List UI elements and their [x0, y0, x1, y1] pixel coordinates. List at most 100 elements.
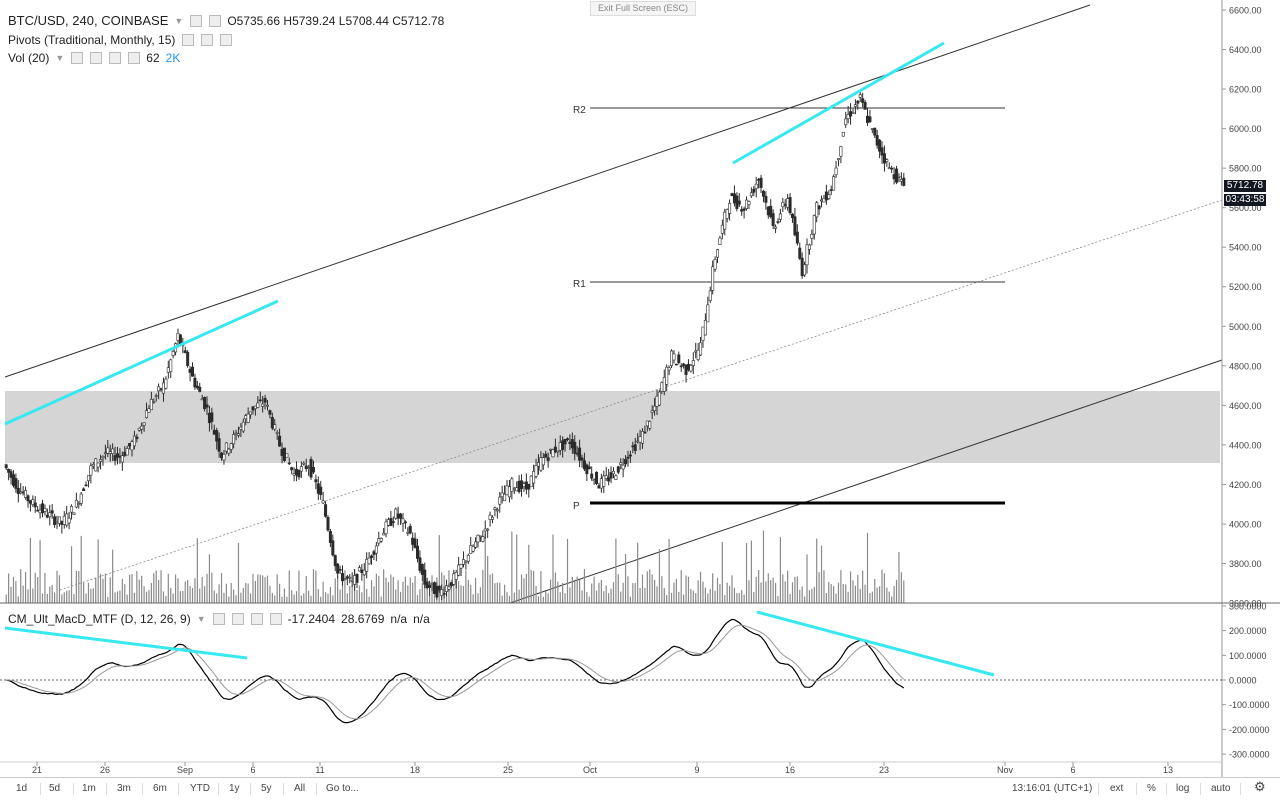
volume-bar [840, 570, 842, 603]
add-icon[interactable] [109, 52, 122, 64]
range-ytd[interactable]: YTD [190, 783, 210, 794]
macd-axis[interactable]: 300.0000 200.0000 100.0000 0.0000 -100.0000 -… [1222, 601, 1270, 760]
range-1d[interactable]: 1d [16, 783, 28, 794]
volume-bar [866, 532, 869, 603]
settings-icon[interactable] [209, 14, 222, 27]
toggle-auto[interactable]: auto [1211, 783, 1231, 794]
volume-bar [816, 538, 818, 603]
volume-bar [78, 571, 80, 603]
chevron-down-icon[interactable]: ▼ [55, 53, 65, 63]
close-icon[interactable] [269, 613, 282, 625]
macd-pane[interactable] [0, 604, 1222, 776]
candle-body [205, 404, 209, 408]
range-all[interactable]: All [294, 783, 306, 794]
candle-body [227, 448, 231, 454]
volume-bar [508, 595, 511, 603]
range-1m[interactable]: 1m [82, 783, 96, 794]
eye-icon[interactable] [182, 34, 195, 46]
high-label: H [283, 13, 293, 28]
volume-bar [12, 576, 15, 603]
candle-body [403, 521, 407, 524]
exit-fullscreen-button[interactable]: Exit Full Screen (ESC) [590, 1, 696, 16]
candle-body [660, 382, 664, 392]
volume-bar [499, 582, 501, 603]
goto-button[interactable]: Go to... [326, 783, 359, 794]
candle-body [340, 573, 344, 582]
volume-bar [738, 593, 740, 603]
candle-body [113, 455, 117, 461]
candle-body [70, 506, 74, 513]
candle-body [149, 399, 153, 411]
price-pane[interactable] [0, 0, 1222, 603]
trendline-cyan-2[interactable] [732, 41, 945, 165]
candle-body [790, 213, 794, 218]
candle-body [14, 478, 18, 489]
candle-body [631, 445, 635, 448]
toggle-percent[interactable]: % [1147, 783, 1156, 794]
time-axis[interactable]: 21 26 Sep 6 11 18 25 Oct 9 16 23 Nov 6 13 [32, 762, 1173, 775]
macd-tick-label: 300.0000 [1229, 601, 1267, 611]
time-tick-label: Oct [583, 765, 598, 775]
macd-trendline-cyan-2[interactable] [756, 610, 995, 677]
candle-body [737, 200, 741, 205]
volume-bar [864, 584, 866, 603]
clock[interactable]: 13:16:01 (UTC+1) [1012, 783, 1093, 794]
volume-bar [172, 593, 174, 603]
volume-bar [73, 594, 75, 603]
gear-icon[interactable]: ⚙ [1254, 779, 1266, 794]
volume-bar [871, 591, 873, 603]
settings-icon[interactable] [231, 613, 244, 625]
macd-label[interactable]: CM_Ult_MacD_MTF (D, 12, 26, 9) [8, 612, 191, 626]
channel-lower-line[interactable] [509, 359, 1223, 604]
candle-body [882, 153, 886, 164]
macd-trendline-cyan-1[interactable] [4, 626, 248, 660]
trendline-cyan-1[interactable] [4, 299, 279, 426]
candle-body [527, 483, 531, 490]
eye-icon[interactable] [190, 14, 203, 27]
volume-bar [37, 576, 39, 603]
range-3m[interactable]: 3m [117, 783, 131, 794]
candle-body [292, 473, 296, 476]
toggle-log[interactable]: log [1176, 783, 1190, 794]
volume-bar [329, 586, 332, 603]
range-5y[interactable]: 5y [261, 783, 272, 794]
toggle-ext[interactable]: ext [1110, 783, 1124, 794]
close-icon[interactable] [128, 52, 141, 64]
close-icon[interactable] [220, 34, 233, 46]
volume-bar [833, 586, 835, 603]
candle-body [619, 462, 623, 466]
candle-body [447, 586, 451, 590]
range-5d[interactable]: 5d [49, 783, 61, 794]
volume-bar [690, 588, 692, 603]
eye-icon[interactable] [212, 613, 225, 625]
volume-bar [90, 588, 92, 603]
macd-value-2: 28.6769 [341, 612, 385, 626]
price-axis[interactable]: 3600.003800.004000.004200.004400.004600.… [1222, 6, 1262, 609]
range-1y[interactable]: 1y [229, 783, 240, 794]
volume-bar [213, 590, 215, 603]
volume-label[interactable]: Vol (20) [8, 51, 50, 65]
candle-body [432, 582, 436, 594]
add-icon[interactable] [250, 613, 263, 625]
settings-icon[interactable] [90, 52, 103, 64]
chevron-down-icon[interactable]: ▼ [196, 614, 206, 624]
symbol-title[interactable]: BTC/USD, 240, COINBASE [8, 13, 169, 28]
candle-body [195, 385, 199, 389]
volume-bar [472, 594, 474, 603]
pivots-label[interactable]: Pivots (Traditional, Monthly, 15) [8, 33, 176, 47]
volume-bar [99, 573, 102, 603]
chevron-down-icon[interactable]: ▼ [174, 15, 184, 26]
settings-icon[interactable] [201, 34, 214, 46]
channel-upper-line[interactable] [4, 4, 1091, 378]
eye-icon[interactable] [71, 52, 84, 64]
candle-body [515, 487, 519, 492]
candle-body [628, 454, 632, 457]
candle-body [120, 455, 124, 463]
channel-mid-line[interactable] [59, 199, 1223, 591]
candle-body [636, 440, 640, 443]
volume-bar [494, 583, 496, 603]
volume-bar [262, 575, 264, 603]
symbol-legend: BTC/USD, 240, COINBASE ▼ O5735.66 H5739.… [8, 13, 444, 28]
range-6m[interactable]: 6m [153, 783, 167, 794]
